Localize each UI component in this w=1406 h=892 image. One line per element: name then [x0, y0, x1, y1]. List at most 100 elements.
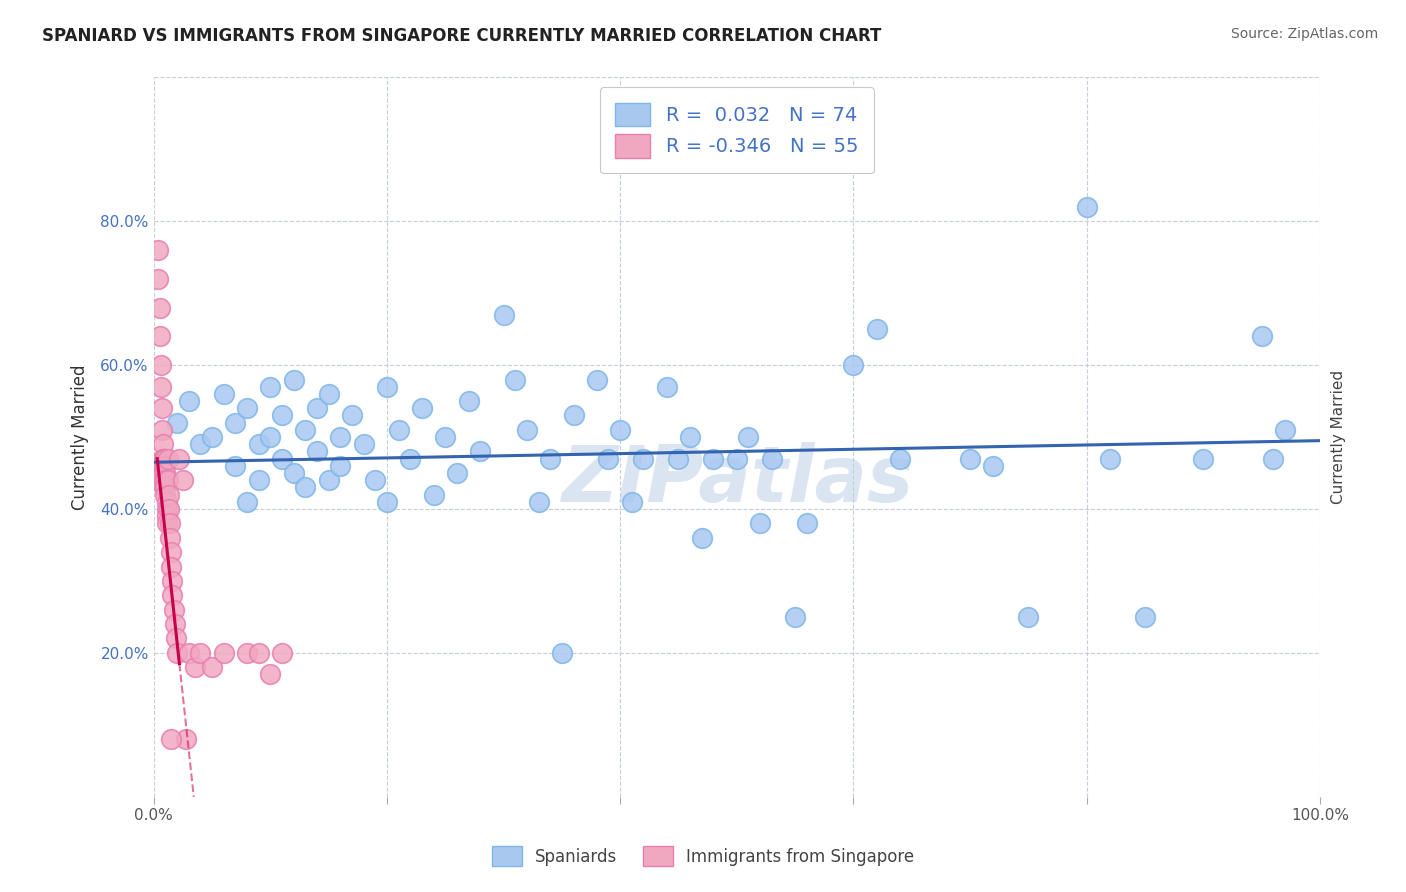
Point [294, 423, 316, 437]
Point [283, 372, 305, 386]
Point [981, 458, 1004, 473]
Point [148, 243, 170, 257]
Point [842, 358, 865, 372]
Point [1192, 451, 1215, 466]
Point [157, 487, 180, 501]
Point [236, 646, 259, 660]
Point [889, 451, 911, 466]
Point [247, 437, 270, 451]
Point [162, 588, 184, 602]
Point [160, 732, 183, 747]
Point [159, 516, 181, 531]
Point [271, 646, 294, 660]
Point [375, 495, 398, 509]
Point [329, 458, 352, 473]
Point [155, 466, 177, 480]
Point [155, 495, 177, 509]
Point [155, 458, 177, 473]
Point [470, 444, 492, 458]
Text: Source: ZipAtlas.com: Source: ZipAtlas.com [1230, 27, 1378, 41]
Point [283, 466, 305, 480]
Point [155, 480, 177, 494]
Point [737, 430, 759, 444]
Point [165, 632, 187, 646]
Point [236, 495, 259, 509]
Point [148, 329, 170, 343]
Point [156, 451, 179, 466]
Point [761, 451, 783, 466]
Point [364, 473, 387, 487]
Point [162, 574, 184, 588]
Point [305, 401, 328, 416]
Point [160, 559, 183, 574]
Point [155, 487, 177, 501]
Point [305, 444, 328, 458]
Point [620, 495, 643, 509]
Point [318, 387, 340, 401]
Point [492, 308, 515, 322]
Text: ZIPatlas: ZIPatlas [561, 442, 912, 518]
Point [236, 401, 259, 416]
Point [783, 610, 806, 624]
Legend: R =  0.032   N = 74, R = -0.346   N = 55: R = 0.032 N = 74, R = -0.346 N = 55 [600, 87, 875, 174]
Point [157, 502, 180, 516]
Point [353, 437, 375, 451]
Point [1250, 329, 1272, 343]
Point [655, 380, 678, 394]
Point [294, 480, 316, 494]
Point [150, 401, 173, 416]
Point [163, 617, 186, 632]
Point [155, 509, 177, 524]
Point [183, 660, 205, 674]
Point [152, 458, 174, 473]
Point [387, 423, 409, 437]
Point [152, 451, 174, 466]
Point [259, 430, 281, 444]
Point [271, 451, 294, 466]
Point [516, 423, 538, 437]
Point [399, 451, 422, 466]
Point [149, 358, 172, 372]
Point [155, 451, 177, 466]
Legend: Spaniards, Immigrants from Singapore: Spaniards, Immigrants from Singapore [484, 838, 922, 875]
Point [422, 487, 444, 501]
Point [169, 451, 191, 466]
Point [609, 423, 631, 437]
Point [153, 466, 176, 480]
Point [160, 545, 183, 559]
Point [1076, 200, 1098, 214]
Y-axis label: Currently Married: Currently Married [1331, 370, 1346, 504]
Point [149, 380, 172, 394]
Point [796, 516, 818, 531]
Point [153, 458, 176, 473]
Point [527, 495, 550, 509]
Point [1017, 610, 1039, 624]
Point [446, 466, 468, 480]
Point [152, 451, 174, 466]
Point [562, 409, 585, 423]
Point [457, 394, 479, 409]
Point [155, 473, 177, 487]
Point [201, 660, 224, 674]
Point [166, 416, 188, 430]
Point [679, 430, 702, 444]
Point [598, 451, 620, 466]
Point [690, 531, 713, 545]
Point [190, 646, 212, 660]
Point [259, 667, 281, 681]
Point [1133, 610, 1156, 624]
Point [959, 451, 981, 466]
Point [1274, 423, 1296, 437]
Point [212, 387, 235, 401]
Point [375, 380, 398, 394]
Point [177, 646, 200, 660]
Point [156, 473, 179, 487]
Text: SPANIARD VS IMMIGRANTS FROM SINGAPORE CURRENTLY MARRIED CORRELATION CHART: SPANIARD VS IMMIGRANTS FROM SINGAPORE CU… [42, 27, 882, 45]
Point [153, 451, 176, 466]
Point [1098, 451, 1121, 466]
Point [224, 458, 246, 473]
Point [212, 646, 235, 660]
Point [702, 451, 724, 466]
Point [159, 531, 181, 545]
Point [155, 516, 177, 531]
